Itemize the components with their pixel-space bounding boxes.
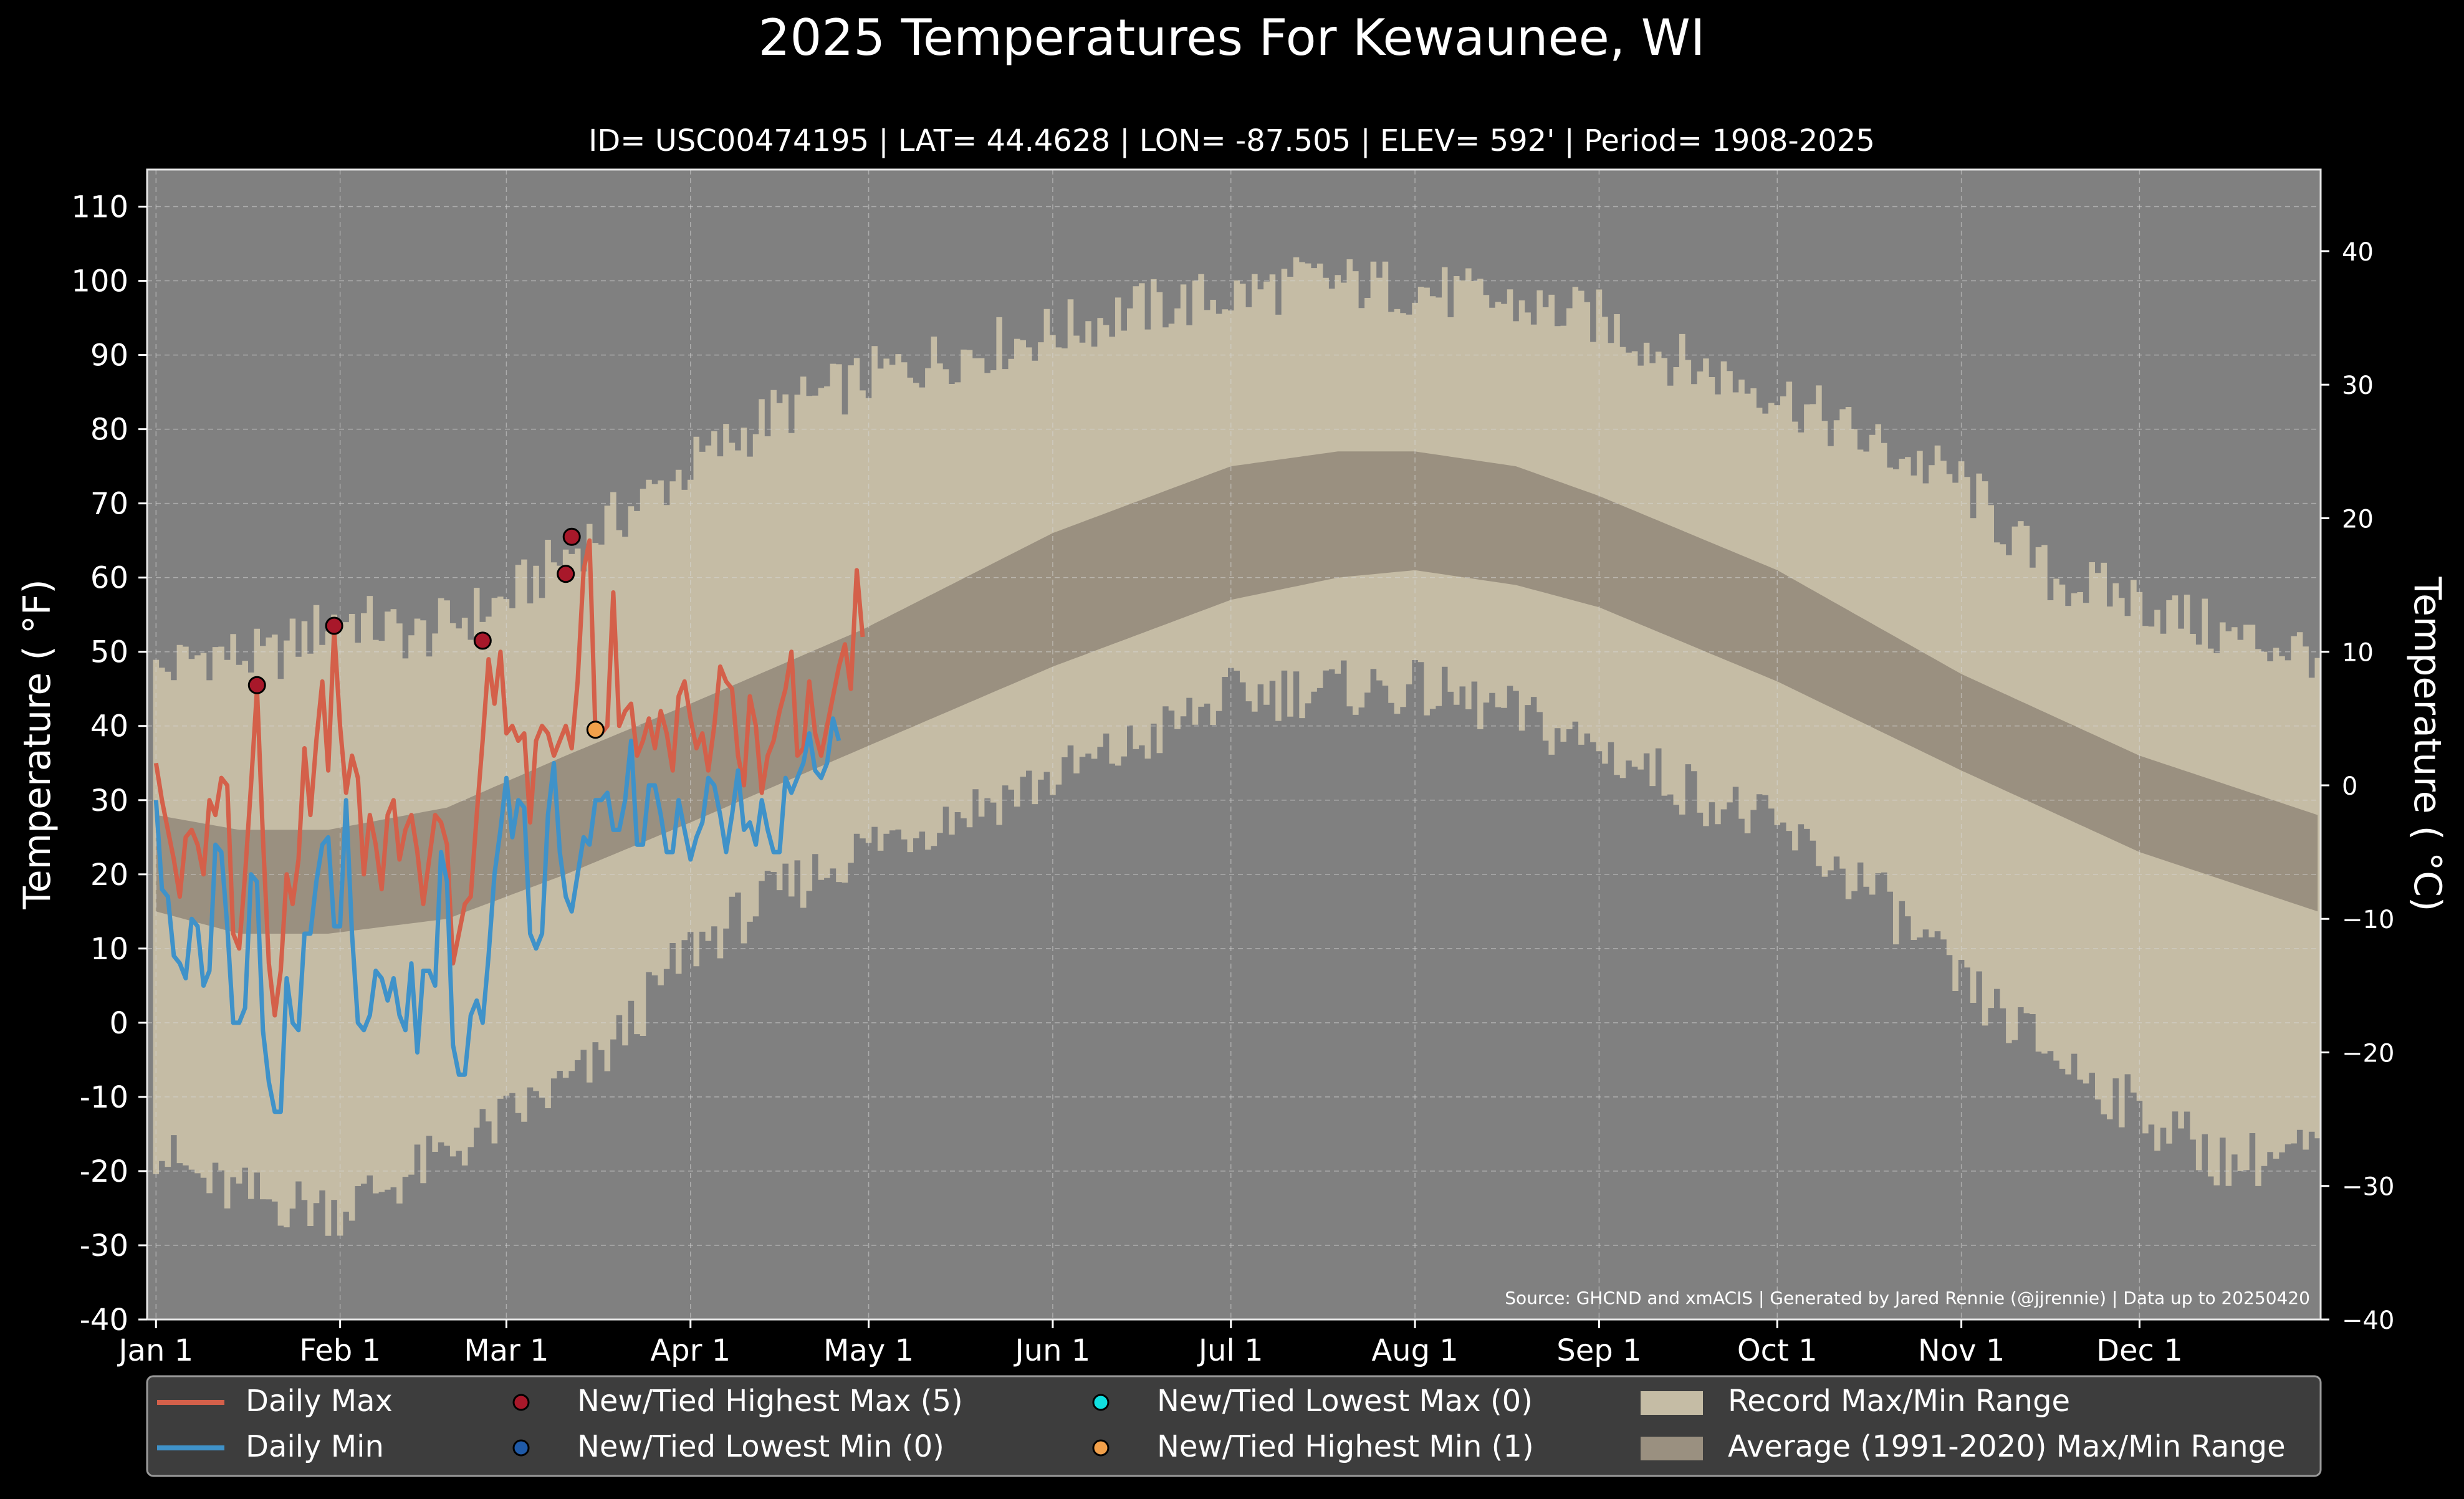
chart-title: 2025 Temperatures For Kewaunee, WI <box>759 9 1705 67</box>
x-tick-label: Oct 1 <box>1737 1333 1818 1368</box>
legend-label-daily-min: Daily Min <box>246 1429 384 1464</box>
legend-marker-new-high-max <box>512 1394 530 1411</box>
legend: Daily Max Daily Min New/Tied Highest Max… <box>146 1375 2322 1477</box>
y-tick-label: 70 <box>90 487 128 522</box>
x-tick-label: Nov 1 <box>1918 1333 2005 1368</box>
legend-swatch-average-range <box>1641 1437 1703 1460</box>
plot-frame <box>146 168 2322 1321</box>
plot-area <box>147 170 2321 1319</box>
legend-label-new-low-min: New/Tied Lowest Min (0) <box>577 1429 944 1464</box>
y-right-tick-label: −40 <box>2342 1306 2394 1335</box>
legend-label-record-range: Record Max/Min Range <box>1728 1384 2070 1419</box>
y-tick-label: 20 <box>90 858 128 893</box>
x-tick-label: Jul 1 <box>1197 1333 1263 1368</box>
new-high-max-point <box>557 565 575 583</box>
y-tick-label: 80 <box>90 413 128 448</box>
y-right-tick-label: 30 <box>2342 371 2374 400</box>
legend-label-new-high-max: New/Tied Highest Max (5) <box>577 1384 963 1419</box>
y-right-tick-label: 20 <box>2342 505 2374 534</box>
legend-marker-new-high-min <box>1092 1439 1110 1457</box>
legend-label-daily-max: Daily Max <box>246 1384 393 1419</box>
x-axis: Jan 1 Feb 1 Mar 1 Apr 1 May 1 Jun 1 Jul 1 Aug 1… <box>117 1319 2183 1368</box>
legend-swatch-record-range <box>1641 1391 1703 1415</box>
new-high-min-point <box>586 721 605 739</box>
y-axis-label-left: Temperature ( °F) <box>16 579 59 910</box>
record-range-band <box>153 257 2321 1236</box>
y-tick-label: 30 <box>90 783 128 818</box>
x-tick-label: May 1 <box>823 1333 914 1368</box>
y-tick-label: -40 <box>80 1303 128 1338</box>
daily-min-line <box>153 716 841 1114</box>
y-right-tick-label: 10 <box>2342 639 2374 668</box>
legend-marker-new-low-max <box>1092 1394 1110 1411</box>
y-tick-label: 100 <box>71 264 128 299</box>
y-tick-label: -10 <box>80 1080 128 1115</box>
y-tick-label: -30 <box>80 1228 128 1263</box>
legend-marker-new-low-min <box>512 1439 530 1457</box>
y-right-tick-label: −10 <box>2342 906 2394 934</box>
x-tick-label: Jan 1 <box>117 1333 193 1368</box>
y-tick-label: 90 <box>90 338 128 373</box>
y-tick-label: -20 <box>80 1154 128 1189</box>
y-axis-right: −40 −30 −20 −10 0 10 20 30 40 <box>2321 238 2394 1335</box>
y-right-tick-label: 0 <box>2342 772 2357 801</box>
chart-subtitle: ID= USC00474195 | LAT= 44.4628 | LON= -8… <box>588 123 1875 158</box>
legend-box <box>146 1375 2322 1477</box>
new-high-max-point <box>562 527 581 546</box>
y-tick-label: 40 <box>90 709 128 744</box>
x-tick-label: Sep 1 <box>1556 1333 1641 1368</box>
x-tick-label: Aug 1 <box>1371 1333 1459 1368</box>
y-tick-label: 60 <box>90 561 128 596</box>
y-tick-label: 10 <box>90 932 128 967</box>
y-right-tick-label: −30 <box>2342 1173 2394 1202</box>
new-high-max-point <box>247 676 266 694</box>
y-tick-label: 0 <box>109 1006 128 1041</box>
y-axis-label-right: Temperature ( °C) <box>2405 577 2449 912</box>
x-tick-label: Mar 1 <box>464 1333 549 1368</box>
legend-label-average-range: Average (1991-2020) Max/Min Range <box>1728 1429 2286 1464</box>
legend-label-new-low-max: New/Tied Lowest Max (0) <box>1157 1384 1533 1419</box>
x-tick-label: Apr 1 <box>650 1333 731 1368</box>
y-right-tick-label: −20 <box>2342 1039 2394 1068</box>
legend-label-new-high-min: New/Tied Highest Min (1) <box>1157 1429 1534 1464</box>
daily-max-line <box>153 538 865 1018</box>
y-tick-label: 50 <box>90 635 128 670</box>
new-high-max-point <box>473 631 492 650</box>
new-high-max-point <box>325 616 343 635</box>
y-right-tick-label: 40 <box>2342 238 2374 267</box>
series-layer <box>153 527 865 1114</box>
y-tick-label: 110 <box>71 190 128 225</box>
x-tick-label: Jun 1 <box>1014 1333 1091 1368</box>
grid-lines <box>147 170 2321 1320</box>
x-tick-label: Dec 1 <box>2096 1333 2183 1368</box>
source-note: Source: GHCND and xmACIS | Generated by … <box>1505 1288 2310 1308</box>
x-tick-label: Feb 1 <box>299 1333 381 1368</box>
y-axis-left: -40 -30 -20 -10 0 10 20 30 40 50 60 70 80 90 100 110 <box>71 190 147 1338</box>
